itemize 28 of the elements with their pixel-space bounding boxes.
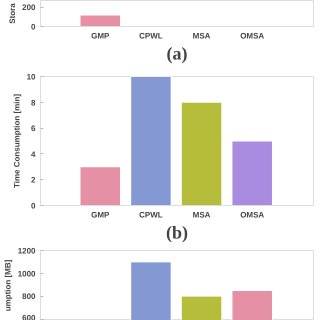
bar [180, 102, 222, 206]
x-tick-label: MSA [192, 210, 211, 220]
x-tick-label: GMP [91, 32, 110, 40]
x-axis-title: (a) [166, 44, 188, 64]
y-axis-title: Stora [8, 2, 18, 24]
x-tick-label: CPWL [139, 32, 163, 40]
bar [80, 166, 122, 206]
y-tick-label: 0 [31, 22, 36, 32]
y-tick-label: 2 [31, 176, 36, 185]
y-tick-label: 1000 [18, 269, 36, 278]
y-tick-label: 4 [31, 150, 36, 159]
x-tick-label: GMP [91, 210, 110, 220]
x-tick-label: OMSA [240, 210, 264, 220]
y-tick-label: 1200 [18, 246, 36, 256]
x-tick-label: OMSA [240, 32, 264, 40]
x-axis-title: (b) [166, 222, 188, 242]
y-tick-label: 800 [22, 292, 36, 302]
bar [231, 140, 273, 206]
x-tick-label: MSA [192, 32, 211, 40]
y-axis-title: umption [MB] [4, 259, 13, 312]
bar [130, 76, 172, 206]
y-tick-label: 0 [31, 202, 36, 210]
y-tick-label: 8 [31, 98, 36, 108]
y-axis-title: Time Consumption [min] [12, 94, 22, 188]
x-tick-label: CPWL [139, 210, 163, 220]
y-tick-label: 200 [22, 3, 36, 12]
y-tick-label: 10 [26, 72, 36, 82]
y-tick-label: 6 [31, 124, 36, 134]
